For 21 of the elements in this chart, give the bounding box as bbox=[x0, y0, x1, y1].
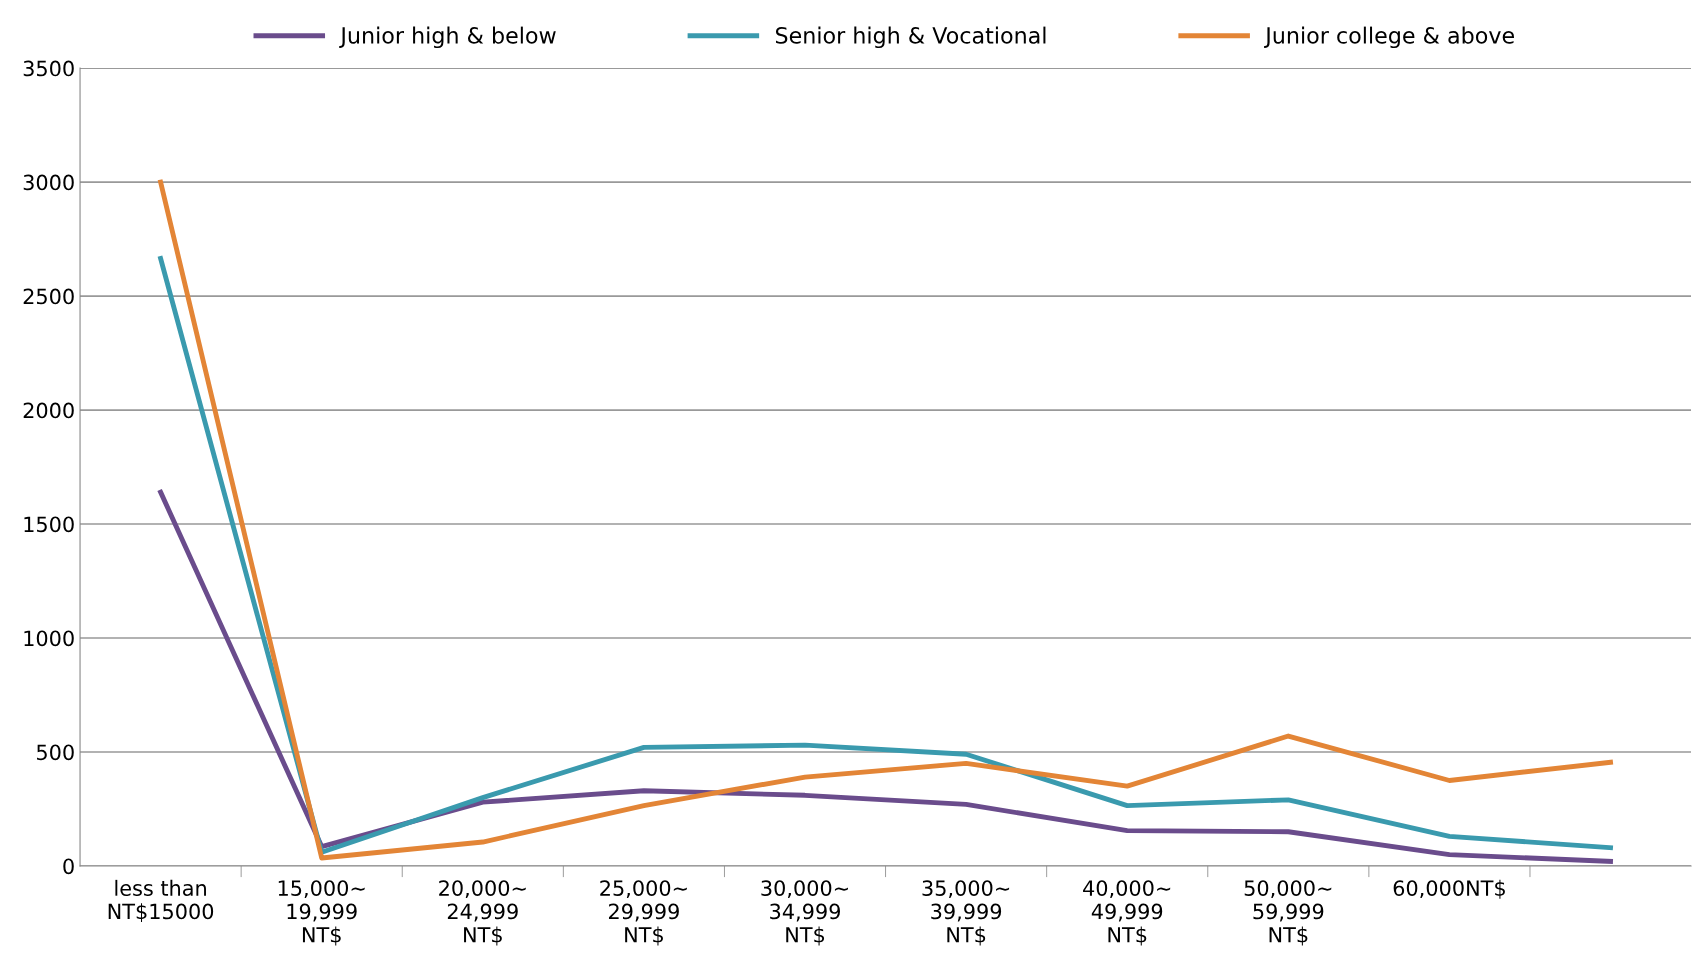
legend-label: Junior college & above bbox=[1264, 26, 1514, 49]
x-tick-label: 60,000NT$ bbox=[1393, 879, 1505, 899]
x-tick-label: 20,000~ 24,999 NT$ bbox=[439, 880, 526, 946]
y-tick-label: 2000 bbox=[23, 402, 74, 419]
x-tick-label: 35,000~ 39,999 NT$ bbox=[922, 880, 1010, 946]
x-tick-label: 15,000~ 19,999 NT$ bbox=[278, 880, 365, 946]
legend-label: Junior high & below bbox=[339, 26, 556, 49]
line-series bbox=[158, 489, 1613, 864]
legend-label: Senior high & Vocational bbox=[775, 26, 1046, 49]
y-tick-label: 1000 bbox=[24, 630, 74, 647]
x-tick-label: 50,000~ 59,999 NT$ bbox=[1244, 880, 1332, 946]
y-tick-label: 500 bbox=[37, 744, 74, 761]
y-tick-label: 3500 bbox=[23, 60, 74, 77]
y-tick-label: 3000 bbox=[23, 174, 74, 191]
x-tick-label: 25,000~ 29,999 NT$ bbox=[600, 880, 687, 946]
y-tick-label: 0 bbox=[63, 858, 74, 875]
x-tick-label: 30,000~ 34,999 NT$ bbox=[761, 880, 848, 946]
x-tick-label: less than NT$15000 bbox=[108, 879, 214, 923]
y-tick-label: 1500 bbox=[24, 516, 74, 533]
y-tick-label: 2500 bbox=[23, 288, 74, 305]
x-tick-label: 40,000~ 49,999 NT$ bbox=[1083, 880, 1171, 946]
